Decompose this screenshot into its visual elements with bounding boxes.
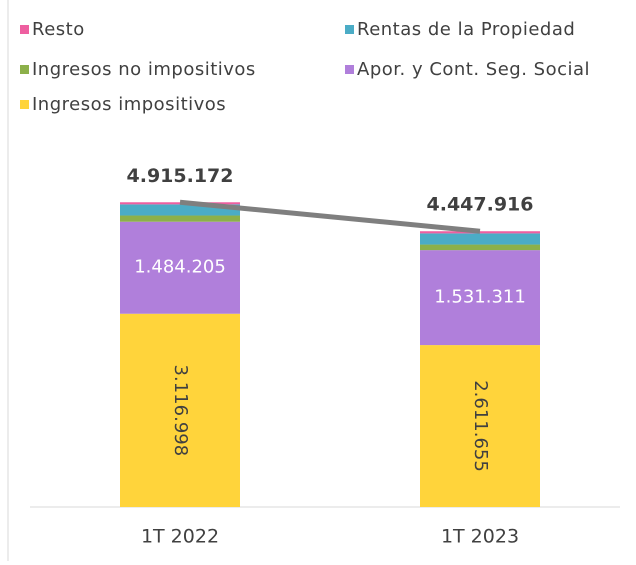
bar-segment xyxy=(420,244,540,251)
bar-segment xyxy=(420,345,540,507)
segment-label: 1.484.205 xyxy=(134,257,226,278)
total-label: 4.915.172 xyxy=(127,165,234,187)
x-tick-label: 1T 2022 xyxy=(141,526,219,548)
legend-swatch xyxy=(20,65,29,74)
legend-swatch xyxy=(345,25,354,34)
bar-segment xyxy=(120,215,240,222)
bar-segment xyxy=(420,250,540,346)
total-label: 4.447.916 xyxy=(427,194,534,216)
legend-label: Ingresos impositivos xyxy=(32,94,226,115)
segment-label: 3.116.998 xyxy=(170,365,191,457)
segment-label: 2.611.655 xyxy=(470,380,491,472)
x-tick-label: 1T 2023 xyxy=(441,526,519,548)
segment-label: 1.531.311 xyxy=(434,287,526,308)
legend-swatch xyxy=(345,65,354,74)
bar-segment xyxy=(120,204,240,216)
legend-label: Rentas de la Propiedad xyxy=(357,19,575,40)
bar-segment xyxy=(120,313,240,507)
legend-label: Apor. y Cont. Seg. Social xyxy=(357,59,590,80)
legend-label: Resto xyxy=(32,19,85,40)
legend-label: Ingresos no impositivos xyxy=(32,59,256,80)
total-line xyxy=(179,199,481,234)
legend-swatch xyxy=(20,25,29,34)
bar-segment xyxy=(120,221,240,314)
bar-segment xyxy=(420,231,540,234)
legend-swatch xyxy=(20,100,29,109)
bar-segment xyxy=(420,233,540,245)
